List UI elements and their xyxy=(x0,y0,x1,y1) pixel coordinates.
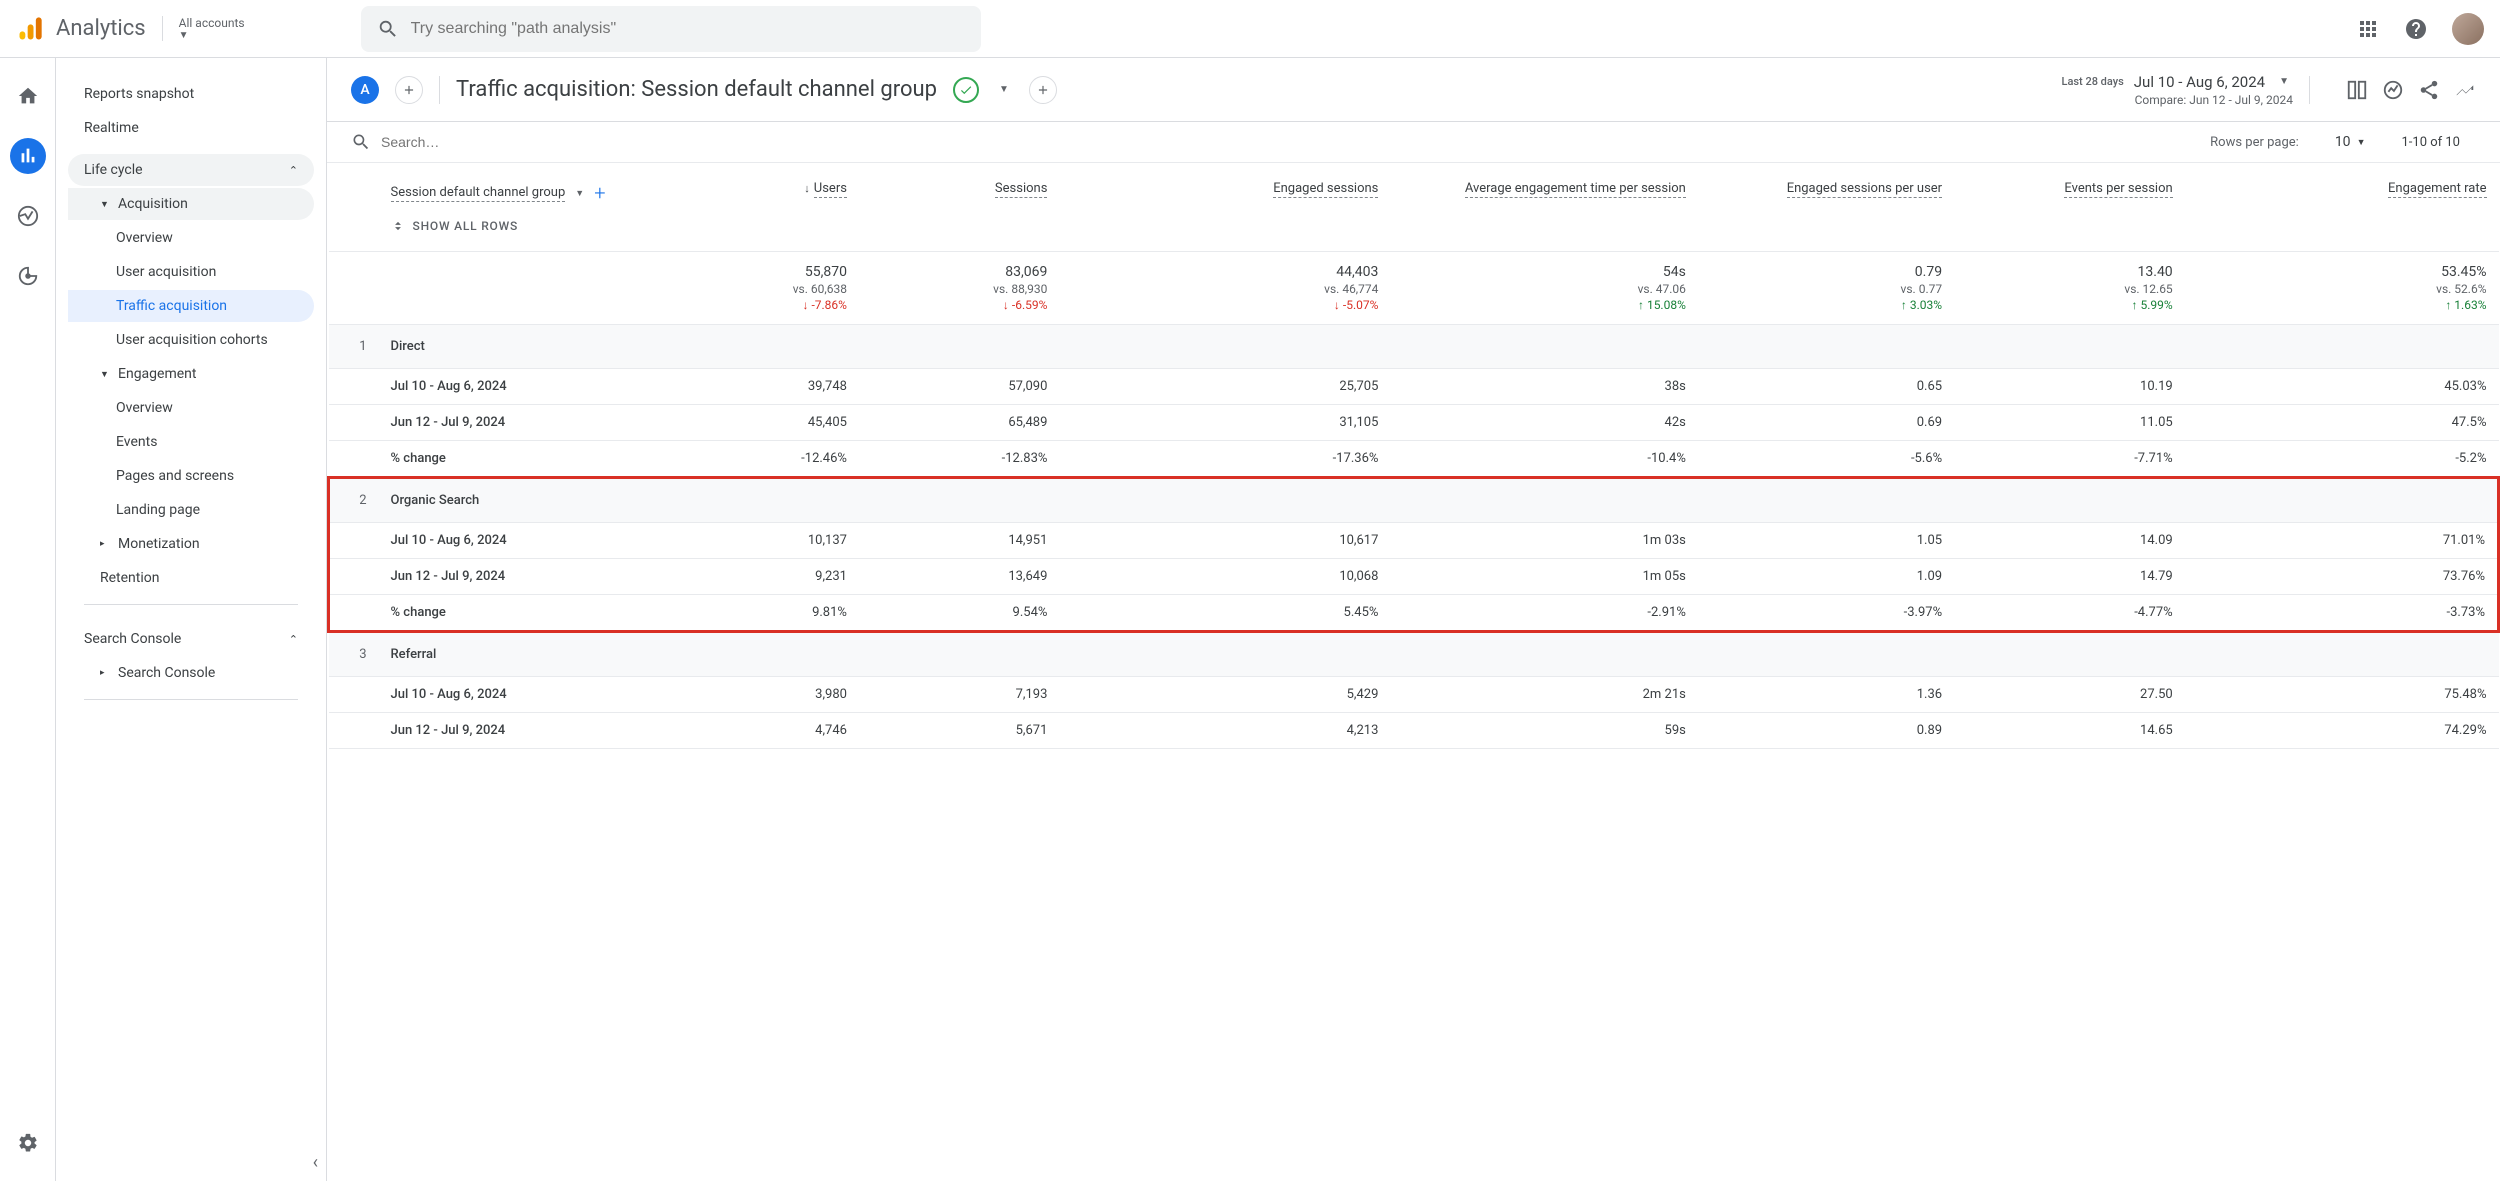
chevron-down-icon: ▼ xyxy=(2357,137,2366,148)
account-label: All accounts xyxy=(179,16,245,30)
sidebar-search-console[interactable]: ▸Search Console xyxy=(68,657,314,689)
col-eng-per-user[interactable]: Engaged sessions per user xyxy=(1698,163,1954,252)
rail-admin[interactable] xyxy=(10,1125,46,1161)
collapse-sidebar-icon[interactable]: ‹ xyxy=(313,1152,318,1173)
chevron-up-icon: ⌃ xyxy=(289,633,298,646)
chevron-down-icon[interactable]: ▼ xyxy=(575,188,584,199)
analytics-logo-icon xyxy=(16,15,44,43)
chevron-down-icon[interactable]: ▼ xyxy=(995,80,1013,99)
table-search[interactable] xyxy=(351,132,2194,152)
table-controls: Rows per page: 10▼ 1-10 of 10 xyxy=(327,122,2500,163)
sidebar-landing-page[interactable]: Landing page xyxy=(68,494,314,526)
nav-rail xyxy=(0,58,56,1181)
triangle-down-icon: ▼ xyxy=(100,199,110,210)
show-all-rows-button[interactable]: SHOW ALL ROWS xyxy=(391,219,647,233)
rows-per-page-label: Rows per page: xyxy=(2210,135,2299,150)
date-label: Last 28 days xyxy=(2062,75,2124,88)
triangle-down-icon: ▼ xyxy=(100,369,110,380)
table-row: Jun 12 - Jul 9, 20244,7465,6714,21359s0.… xyxy=(329,713,2499,749)
help-icon[interactable] xyxy=(2404,17,2428,41)
search-icon xyxy=(351,132,371,152)
avatar[interactable] xyxy=(2452,13,2484,45)
page-title: Traffic acquisition: Session default cha… xyxy=(456,77,937,102)
top-bar: Analytics All accounts ▼ xyxy=(0,0,2500,58)
col-events-per-session[interactable]: Events per session xyxy=(1954,163,2185,252)
insights-icon[interactable] xyxy=(2382,79,2404,101)
add-dimension-button[interactable]: + xyxy=(594,181,605,205)
sidebar-engagement[interactable]: ▼Engagement xyxy=(68,358,314,390)
table-row: Jun 12 - Jul 9, 20249,23113,64910,0681m … xyxy=(329,559,2499,595)
search-icon xyxy=(377,18,399,40)
rail-explore[interactable] xyxy=(10,198,46,234)
sidebar-retention[interactable]: Retention xyxy=(68,562,314,594)
sidebar-snapshot[interactable]: Reports snapshot xyxy=(68,78,314,110)
totals-row: 55,870vs. 60,638↓ -7.86%83,069vs. 88,930… xyxy=(329,252,2499,325)
sidebar-monetization[interactable]: ▸Monetization xyxy=(68,528,314,560)
sidebar-realtime[interactable]: Realtime xyxy=(68,112,314,144)
logo[interactable]: Analytics xyxy=(16,15,146,43)
table-row[interactable]: 3Referral xyxy=(329,632,2499,677)
sidebar-lifecycle[interactable]: Life cycle ⌃ xyxy=(68,154,314,186)
rail-home[interactable] xyxy=(10,78,46,114)
col-sessions[interactable]: Sessions xyxy=(859,163,1059,252)
col-avg-engagement[interactable]: Average engagement time per session xyxy=(1390,163,1697,252)
add-segment-button[interactable] xyxy=(395,76,423,104)
triangle-right-icon: ▸ xyxy=(100,668,110,678)
table-row: Jun 12 - Jul 9, 202445,40565,48931,10542… xyxy=(329,405,2499,441)
data-table: Session default channel group ▼ + SHOW A… xyxy=(327,163,2500,749)
pagination-range: 1-10 of 10 xyxy=(2401,135,2460,150)
rail-advertising[interactable] xyxy=(10,258,46,294)
status-check-icon[interactable] xyxy=(953,77,979,103)
app-name: Analytics xyxy=(56,16,146,41)
sidebar-search-console-section[interactable]: Search Console ⌃ xyxy=(68,623,314,655)
add-report-button[interactable] xyxy=(1029,76,1057,104)
sidebar-events[interactable]: Events xyxy=(68,426,314,458)
search-input[interactable] xyxy=(411,20,965,38)
table-row: Jul 10 - Aug 6, 20243,9807,1935,4292m 21… xyxy=(329,677,2499,713)
sort-down-icon: ↓ xyxy=(804,182,810,195)
sidebar-eng-overview[interactable]: Overview xyxy=(68,392,314,424)
sidebar: Reports snapshot Realtime Life cycle ⌃ ▼… xyxy=(56,58,326,1181)
col-engagement-rate[interactable]: Engagement rate xyxy=(2185,163,2499,252)
table-row: % change9.81%9.54%5.45%-2.91%-3.97%-4.77… xyxy=(329,595,2499,632)
table-row: % change-12.46%-12.83%-17.36%-10.4%-5.6%… xyxy=(329,441,2499,478)
sidebar-traffic-acquisition[interactable]: Traffic acquisition xyxy=(68,290,314,322)
compare-range: Compare: Jun 12 - Jul 9, 2024 xyxy=(2062,93,2293,107)
account-selector[interactable]: All accounts ▼ xyxy=(162,16,245,41)
dimension-header[interactable]: Session default channel group xyxy=(391,185,566,202)
chevron-down-icon: ▼ xyxy=(179,30,245,41)
report-header: A Traffic acquisition: Session default c… xyxy=(327,58,2500,122)
chevron-up-icon: ⌃ xyxy=(289,164,298,177)
table-row: Jul 10 - Aug 6, 202439,74857,09025,70538… xyxy=(329,369,2499,405)
trend-icon[interactable] xyxy=(2454,79,2476,101)
col-users[interactable]: ↓Users xyxy=(659,163,859,252)
rail-reports[interactable] xyxy=(10,138,46,174)
date-range: Jul 10 - Aug 6, 2024 xyxy=(2134,73,2265,91)
sidebar-user-cohorts[interactable]: User acquisition cohorts xyxy=(68,324,314,356)
col-engaged-sessions[interactable]: Engaged sessions xyxy=(1059,163,1390,252)
table-search-input[interactable] xyxy=(381,134,562,150)
sidebar-acq-overview[interactable]: Overview xyxy=(68,222,314,254)
main-content: A Traffic acquisition: Session default c… xyxy=(326,58,2500,1181)
triangle-right-icon: ▸ xyxy=(100,539,110,549)
sidebar-user-acquisition[interactable]: User acquisition xyxy=(68,256,314,288)
sidebar-acquisition[interactable]: ▼Acquisition xyxy=(68,188,314,220)
customize-report-icon[interactable] xyxy=(2346,79,2368,101)
segment-badge[interactable]: A xyxy=(351,76,379,104)
table-row[interactable]: 2Organic Search xyxy=(329,478,2499,523)
share-icon[interactable] xyxy=(2418,79,2440,101)
table-row: Jul 10 - Aug 6, 202410,13714,95110,6171m… xyxy=(329,523,2499,559)
table-row[interactable]: 1Direct xyxy=(329,325,2499,369)
global-search[interactable] xyxy=(361,6,981,52)
apps-icon[interactable] xyxy=(2356,17,2380,41)
sidebar-pages-screens[interactable]: Pages and screens xyxy=(68,460,314,492)
chevron-down-icon: ▼ xyxy=(2275,72,2293,91)
date-range-picker[interactable]: Last 28 days Jul 10 - Aug 6, 2024 ▼ Comp… xyxy=(2062,72,2293,107)
rows-per-page-select[interactable]: 10▼ xyxy=(2335,134,2366,150)
